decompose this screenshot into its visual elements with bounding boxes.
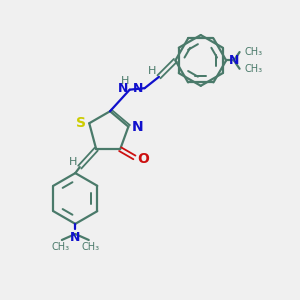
Text: CH₃: CH₃	[51, 242, 69, 252]
Text: S: S	[76, 116, 86, 130]
Text: N: N	[133, 82, 143, 95]
Text: O: O	[137, 152, 149, 166]
Text: CH₃: CH₃	[245, 47, 263, 57]
Text: N: N	[70, 231, 80, 244]
Text: N: N	[118, 82, 128, 95]
Text: H: H	[69, 157, 77, 167]
Text: H: H	[148, 67, 157, 76]
Text: CH₃: CH₃	[245, 64, 263, 74]
Text: H: H	[121, 76, 129, 86]
Text: N: N	[229, 54, 239, 67]
Text: N: N	[132, 120, 144, 134]
Text: CH₃: CH₃	[81, 242, 99, 252]
